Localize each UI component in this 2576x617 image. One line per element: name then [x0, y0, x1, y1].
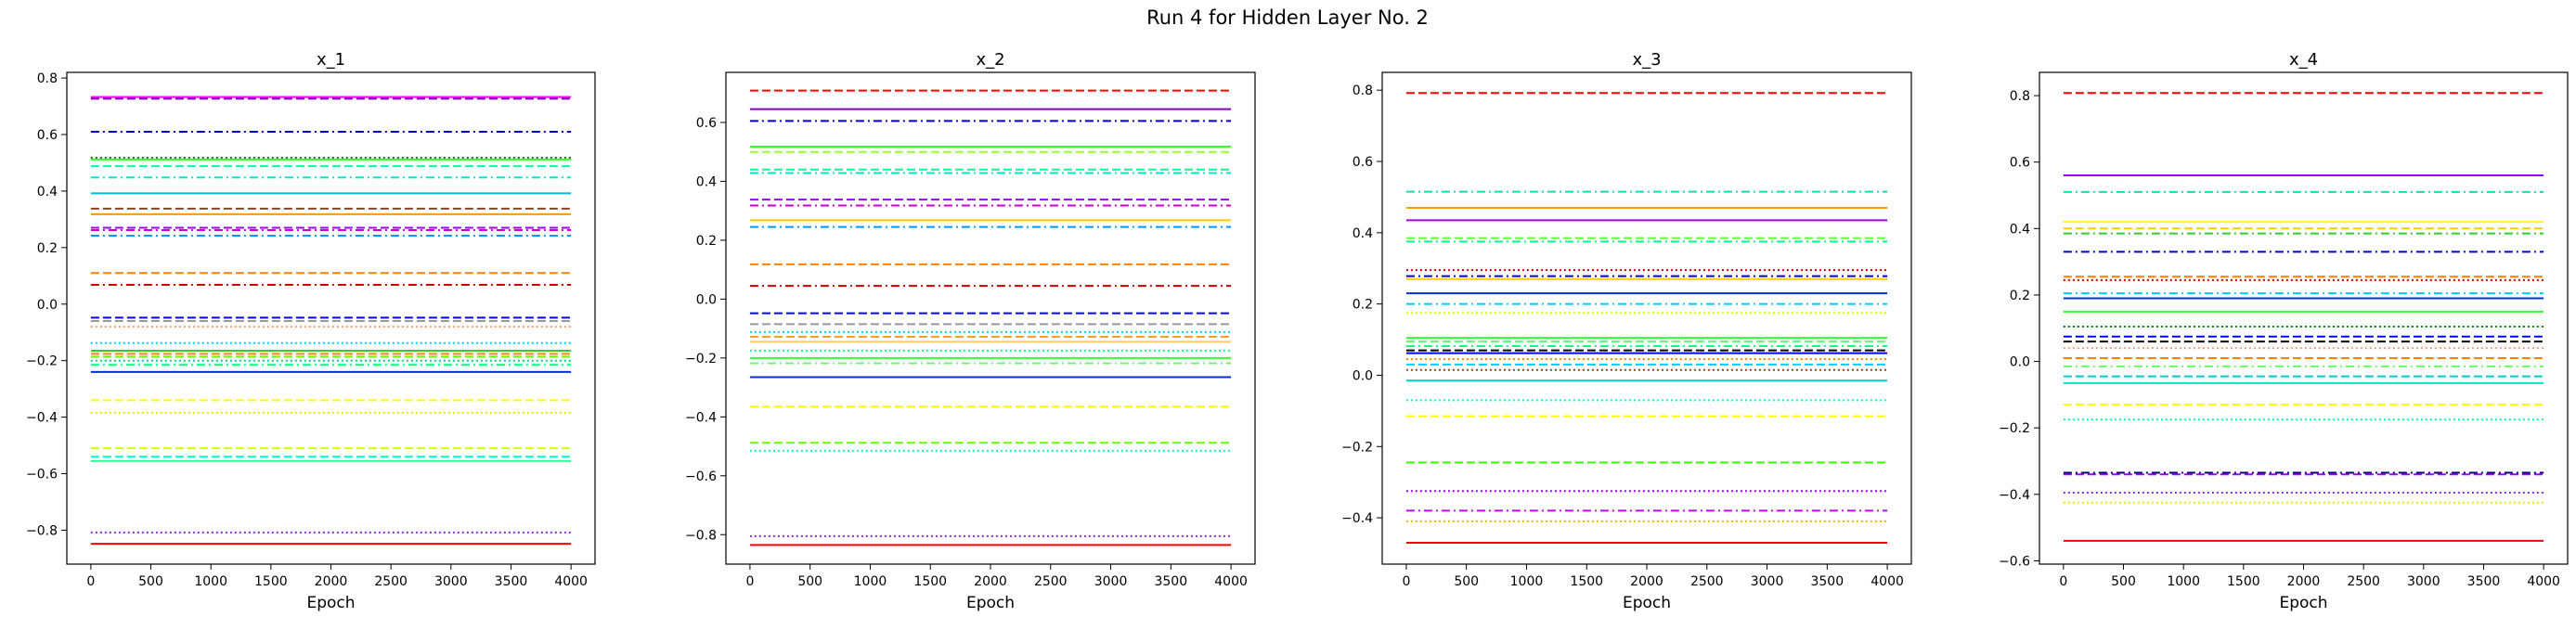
x-tick-label: 4000 [2527, 574, 2560, 589]
x-tick-label: 1000 [1510, 574, 1544, 589]
figure-title: Run 4 for Hidden Layer No. 2 [1146, 6, 1429, 29]
y-tick-label: −0.2 [1341, 440, 1373, 455]
x-tick-label: 4000 [1214, 574, 1248, 589]
y-tick-label: −0.4 [685, 410, 717, 425]
x-tick-label: 500 [797, 574, 822, 589]
x-tick-label: 2500 [1690, 574, 1724, 589]
y-tick-label: 0.2 [2010, 289, 2030, 303]
x-tick-label: 3000 [2407, 574, 2440, 589]
y-tick-label: 0.2 [1353, 298, 1373, 313]
y-tick-label: 0.6 [37, 128, 58, 143]
x-tick-label: 2000 [315, 574, 348, 589]
y-tick-label: 0.8 [1353, 84, 1373, 98]
x-tick-label: 1500 [1570, 574, 1603, 589]
subplot-title: x_2 [976, 50, 1004, 70]
x-tick-label: 2000 [1630, 574, 1663, 589]
y-tick-label: 0.6 [1353, 155, 1373, 170]
x-tick-label: 3500 [495, 574, 528, 589]
y-tick-label: 0.4 [2010, 222, 2030, 237]
y-tick-label: 0.8 [2010, 89, 2030, 104]
y-tick-label: 0.0 [1353, 368, 1373, 383]
x-tick-label: 3000 [434, 574, 468, 589]
x-tick-label: 0 [2059, 574, 2067, 589]
subplot-1: 0 500 1000 1500 2000 2500 3000 3500 4000 −0.8 −0.6… [26, 50, 596, 612]
x-tick-label: 500 [138, 574, 163, 589]
x-tick-label: 1500 [913, 574, 947, 589]
y-tick-label: 0.8 [37, 71, 58, 86]
subplot-title: x_4 [2289, 50, 2318, 70]
subplot-3: 0 500 1000 1500 2000 2500 3000 3500 4000 −0.4 −0.2… [1341, 50, 1912, 612]
axes-frame [2039, 71, 2569, 565]
x-tick-label: 0 [86, 574, 95, 589]
y-tick-label: −0.8 [685, 528, 717, 543]
x-tick-label: 3000 [1751, 574, 1784, 589]
x-tick-label: 4000 [554, 574, 588, 589]
y-tick-label: −0.6 [1999, 554, 2030, 569]
y-tick-label: −0.6 [685, 469, 717, 484]
y-tick-label: −0.4 [1999, 488, 2030, 503]
y-tick-label: 0.4 [37, 185, 58, 199]
y-tick-label: 0.2 [37, 241, 58, 256]
x-tick-label: 2500 [374, 574, 408, 589]
y-tick-label: 0.0 [37, 298, 58, 313]
x-tick-label: 2000 [974, 574, 1007, 589]
x-axis-label: Epoch [306, 594, 355, 612]
x-tick-label: 1500 [2227, 574, 2260, 589]
x-tick-label: 0 [1402, 574, 1410, 589]
y-tick-label: −0.4 [26, 411, 58, 426]
subplot-4: 0 500 1000 1500 2000 2500 3000 3500 4000 −0.6 −0.4… [1999, 50, 2569, 612]
x-tick-label: 500 [2111, 574, 2136, 589]
x-axis-label: Epoch [2279, 594, 2327, 612]
y-tick-label: 0.6 [696, 116, 717, 131]
y-tick-label: 0.2 [696, 234, 717, 249]
y-tick-label: 0.0 [696, 292, 717, 307]
axes-frame [1381, 71, 1912, 565]
x-tick-label: 2500 [1034, 574, 1068, 589]
y-tick-label: 0.6 [2010, 156, 2030, 171]
y-tick-label: 0.4 [696, 174, 717, 189]
x-tick-label: 3500 [1154, 574, 1187, 589]
x-tick-label: 2000 [2287, 574, 2321, 589]
y-tick-label: 0.4 [1353, 226, 1373, 241]
x-tick-label: 2500 [2347, 574, 2380, 589]
subplot-title: x_1 [317, 50, 345, 70]
y-tick-label: −0.4 [1341, 511, 1373, 526]
y-tick-label: 0.0 [2010, 355, 2030, 370]
subplot-2: 0 500 1000 1500 2000 2500 3000 3500 4000 −0.8 −0.6… [685, 50, 1256, 612]
y-tick-label: −0.8 [26, 523, 58, 538]
x-tick-label: 1500 [254, 574, 288, 589]
x-tick-label: 3500 [2467, 574, 2501, 589]
y-tick-label: −0.2 [1999, 421, 2030, 436]
subplot-title: x_3 [1632, 50, 1661, 70]
x-axis-label: Epoch [966, 594, 1015, 612]
x-tick-label: 4000 [1871, 574, 1904, 589]
y-tick-label: −0.2 [26, 354, 58, 369]
y-tick-label: −0.6 [26, 468, 58, 482]
x-tick-label: 1000 [2167, 574, 2200, 589]
y-tick-label: −0.2 [685, 352, 717, 366]
x-tick-label: 3000 [1094, 574, 1128, 589]
x-tick-label: 500 [1454, 574, 1479, 589]
x-tick-label: 3500 [1810, 574, 1844, 589]
x-axis-label: Epoch [1623, 594, 1671, 612]
x-tick-label: 1000 [194, 574, 227, 589]
x-tick-label: 1000 [854, 574, 887, 589]
x-tick-label: 0 [745, 574, 754, 589]
